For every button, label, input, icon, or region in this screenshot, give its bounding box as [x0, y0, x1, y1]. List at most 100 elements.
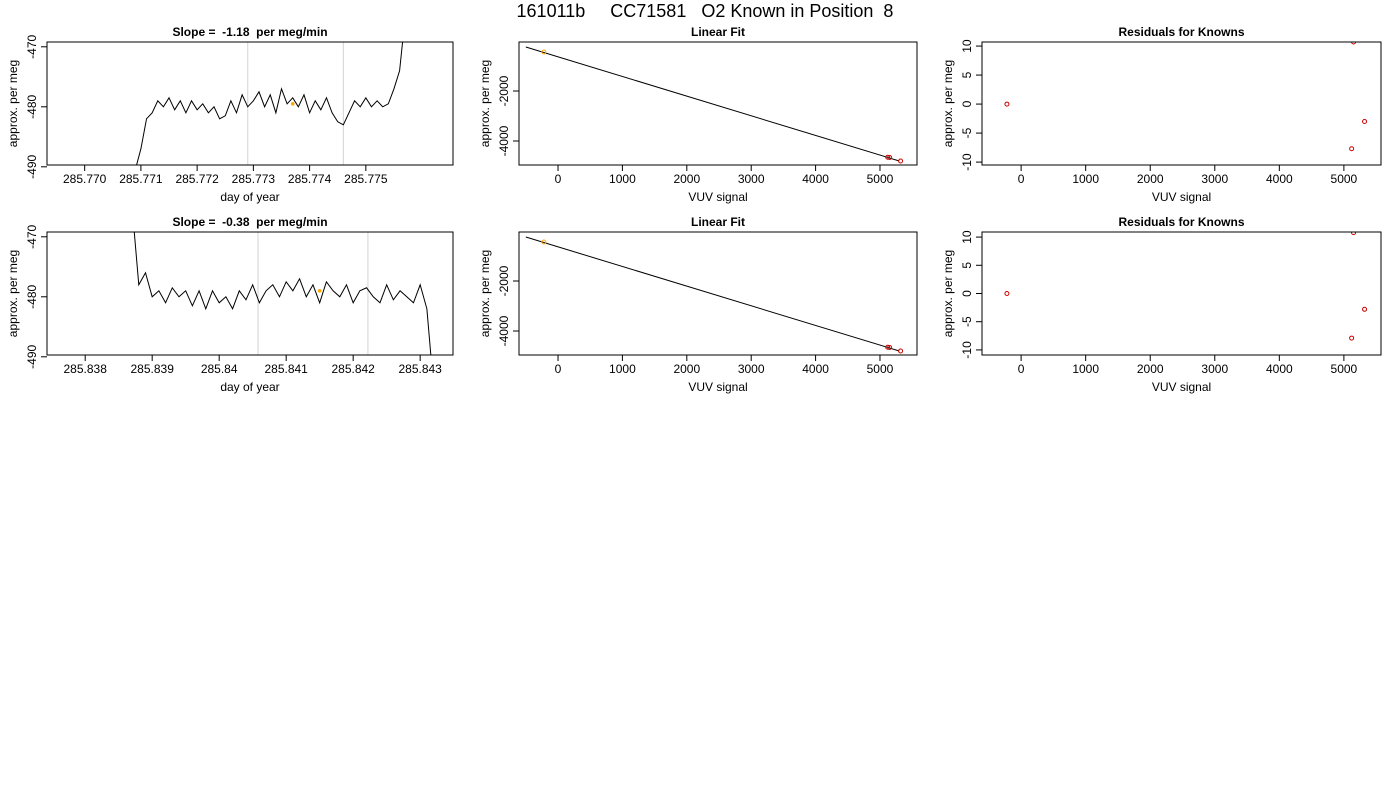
point [1362, 118, 1368, 124]
panel: Slope = -1.18 per meg/min day of year appr… [6, 25, 454, 204]
point [1004, 101, 1010, 107]
fit-line [525, 46, 900, 162]
x-tick-label: 285.843 [398, 362, 442, 376]
point [1351, 232, 1357, 236]
y-tick-label: -470 [25, 224, 39, 248]
data-line [136, 42, 404, 165]
x-tick-label: 5000 [1331, 362, 1358, 376]
plot-frame [518, 231, 918, 356]
y-axis-label: approx. per meg [941, 250, 955, 337]
plot-frame [981, 41, 1382, 166]
x-tick-label: 285.839 [130, 362, 174, 376]
x-tick-label: 285.841 [264, 362, 308, 376]
x-tick-label: 2000 [673, 362, 700, 376]
panel-title: Linear Fit [691, 215, 745, 229]
panel-title: Linear Fit [691, 25, 745, 39]
x-tick-label: 3000 [1201, 172, 1228, 186]
panel: Linear Fit VUV signal approx. per meg 0 1000… [478, 215, 918, 394]
x-tick-label: 1000 [1072, 362, 1099, 376]
y-tick-label: -4000 [497, 315, 511, 346]
x-axis-label: VUV signal [688, 380, 747, 394]
x-tick-label: 0 [555, 172, 562, 186]
plot-area [525, 236, 904, 354]
point [885, 154, 891, 160]
x-tick-label: 5000 [867, 172, 894, 186]
point [898, 158, 904, 164]
y-tick-label: -480 [25, 284, 39, 308]
point [1362, 306, 1368, 312]
x-tick-label: 4000 [1266, 362, 1293, 376]
x-tick-label: 5000 [1331, 172, 1358, 186]
y-tick-label: -490 [25, 344, 39, 368]
x-tick-label: 4000 [802, 362, 829, 376]
panel: Linear Fit VUV signal approx. per meg 0 1000… [478, 25, 918, 204]
point [898, 348, 904, 354]
y-axis-label: approx. per meg [478, 60, 492, 147]
y-tick-label: 10 [960, 39, 974, 53]
plot-frame [518, 41, 918, 166]
y-tick-label: -2000 [497, 265, 511, 296]
x-tick-label: 285.838 [63, 362, 107, 376]
y-tick-label: -5 [960, 127, 974, 138]
fit-line [525, 236, 900, 352]
x-tick-label: 2000 [1137, 362, 1164, 376]
x-tick-label: 0 [1018, 172, 1025, 186]
y-tick-label: -470 [25, 34, 39, 58]
point [1349, 146, 1355, 152]
point [541, 49, 547, 55]
highlight-point [290, 102, 295, 106]
x-tick-label: 5000 [867, 362, 894, 376]
panel: Residuals for Knowns VUV signal approx. pe… [941, 25, 1382, 204]
x-tick-label: 285.84 [201, 362, 238, 376]
y-tick-label: -490 [25, 154, 39, 178]
x-tick-label: 285.770 [63, 172, 107, 186]
x-tick-label: 285.842 [331, 362, 375, 376]
plot-area [525, 46, 904, 164]
x-tick-label: 4000 [1266, 172, 1293, 186]
panel-title: Slope = -1.18 per meg/min [172, 25, 327, 39]
point [887, 155, 893, 160]
x-tick-label: 2000 [673, 172, 700, 186]
y-tick-label: 0 [960, 290, 974, 297]
y-tick-label: 5 [960, 262, 974, 269]
point [1349, 335, 1355, 341]
y-tick-label: -10 [960, 341, 974, 359]
panel: Slope = -0.38 per meg/min day of year appr… [6, 215, 454, 394]
panel-title: Residuals for Knowns [1118, 215, 1244, 229]
y-tick-label: 10 [960, 230, 974, 244]
x-tick-label: 1000 [609, 172, 636, 186]
x-tick-label: 1000 [609, 362, 636, 376]
point [541, 239, 547, 245]
x-tick-label: 1000 [1072, 172, 1099, 186]
x-tick-label: 3000 [738, 172, 765, 186]
plot-frame [46, 231, 454, 356]
point [885, 344, 891, 350]
x-tick-label: 285.773 [232, 172, 276, 186]
panel-title: Slope = -0.38 per meg/min [172, 215, 327, 229]
x-tick-label: 3000 [738, 362, 765, 376]
figure-title: 161011b CC71581 O2 Known in Position 8 [517, 1, 894, 21]
x-axis-label: day of year [220, 380, 279, 394]
y-axis-label: approx. per meg [6, 250, 20, 337]
y-tick-label: -4000 [497, 125, 511, 156]
plot-area [133, 232, 432, 355]
y-axis-label: approx. per meg [478, 250, 492, 337]
plot-area [136, 42, 404, 165]
x-axis-label: VUV signal [1152, 190, 1211, 204]
x-axis-label: day of year [220, 190, 279, 204]
x-tick-label: 285.772 [175, 172, 219, 186]
y-tick-label: -10 [960, 153, 974, 171]
panel: Residuals for Knowns VUV signal approx. pe… [941, 215, 1382, 394]
point [1351, 42, 1357, 45]
y-tick-label: 5 [960, 71, 974, 78]
plot-area [1004, 42, 1368, 152]
x-tick-label: 0 [1018, 362, 1025, 376]
x-tick-label: 285.771 [119, 172, 163, 186]
y-tick-label: -480 [25, 94, 39, 118]
x-axis-label: VUV signal [1152, 380, 1211, 394]
y-tick-label: -5 [960, 316, 974, 327]
x-tick-label: 0 [555, 362, 562, 376]
x-tick-label: 285.775 [344, 172, 388, 186]
x-tick-label: 2000 [1137, 172, 1164, 186]
